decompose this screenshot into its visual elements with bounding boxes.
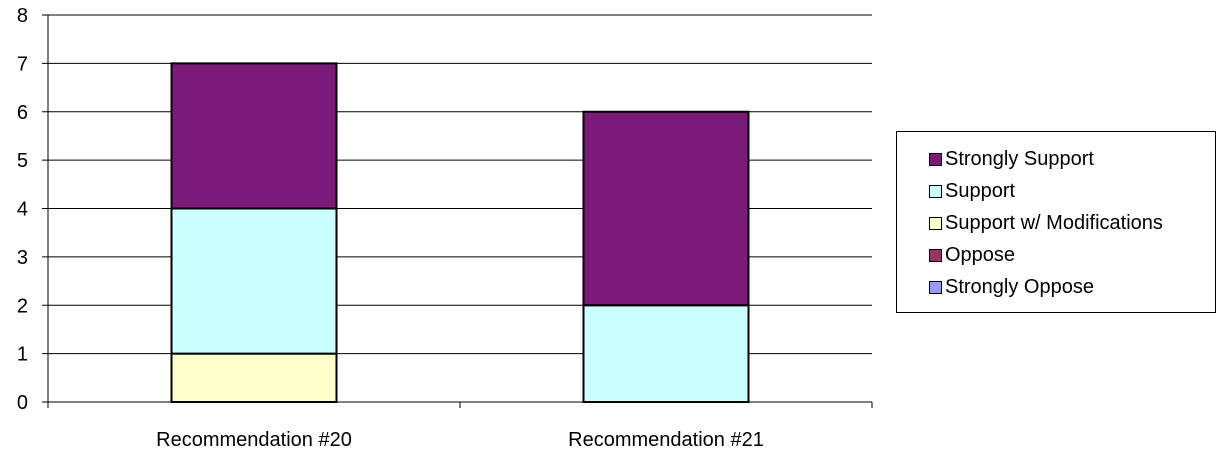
bar-segment	[582, 110, 750, 307]
legend-item: Support w/ Modifications	[929, 212, 1163, 234]
bar-segment	[170, 352, 338, 403]
legend-label: Strongly Support	[945, 148, 1094, 170]
legend: Strongly Support Support Support w/ Modifi…	[896, 131, 1216, 313]
legend-swatch	[929, 152, 942, 166]
y-tick-label: 0	[17, 392, 28, 414]
bar-segment	[170, 207, 338, 355]
legend-item: Support	[929, 180, 1015, 202]
legend-swatch	[929, 280, 942, 294]
y-tick-label: 7	[17, 53, 28, 75]
y-tick-label: 5	[17, 150, 28, 172]
y-tick-label: 3	[17, 247, 28, 269]
y-tick-label: 6	[17, 102, 28, 124]
y-tick-label: 8	[17, 5, 28, 27]
legend-item: Strongly Oppose	[929, 276, 1094, 298]
legend-label: Support w/ Modifications	[945, 212, 1163, 234]
bar-segment	[582, 304, 750, 403]
legend-label: Support	[945, 180, 1016, 202]
legend-swatch	[929, 184, 942, 198]
axes	[47, 15, 873, 408]
legend-swatch	[929, 248, 942, 262]
x-tick-label: Recommendation #20	[156, 429, 352, 451]
y-tick-label: 4	[17, 199, 28, 221]
bars	[170, 62, 750, 403]
x-tick-labels: Recommendation #20 Recommendation #21	[156, 429, 764, 451]
legend-label: Oppose	[945, 244, 1016, 266]
y-tick-label: 1	[17, 344, 28, 366]
legend-item: Oppose	[929, 244, 1015, 266]
y-tick-label: 2	[17, 295, 28, 317]
y-tick-labels: 0 1 2 3 4 5 6 7 8	[17, 5, 28, 414]
legend-swatch	[929, 216, 942, 230]
x-tick-label: Recommendation #21	[568, 429, 764, 451]
legend-label: Strongly Oppose	[945, 276, 1094, 298]
legend-item: Strongly Support	[929, 148, 1094, 170]
bar-segment	[170, 62, 338, 210]
